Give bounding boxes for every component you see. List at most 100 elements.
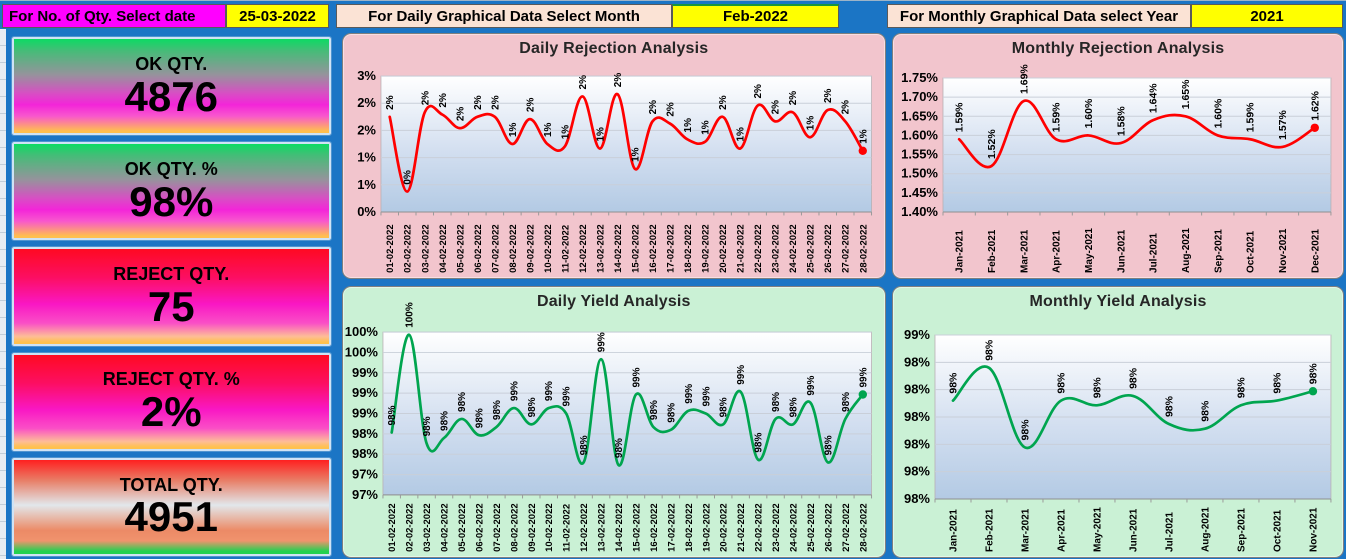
- svg-text:Aug-2021: Aug-2021: [1181, 228, 1192, 273]
- svg-text:18-02-2022: 18-02-2022: [683, 224, 694, 273]
- svg-text:04-02-2022: 04-02-2022: [437, 224, 448, 273]
- daily-charts-column: Daily Rejection Analysis 3% 2% 2% 1% 1% 0% 2% 0…: [341, 33, 887, 558]
- svg-text:97%: 97%: [352, 487, 378, 502]
- svg-text:24-02-2022: 24-02-2022: [788, 224, 799, 273]
- svg-text:99%: 99%: [806, 376, 817, 396]
- svg-text:Jul-2021: Jul-2021: [1149, 233, 1160, 273]
- svg-text:2%: 2%: [753, 84, 764, 99]
- svg-text:08-02-2022: 08-02-2022: [507, 224, 518, 273]
- svg-text:100%: 100%: [344, 324, 378, 339]
- kpi-label: REJECT QTY.: [113, 264, 230, 285]
- svg-text:1%: 1%: [357, 177, 376, 192]
- svg-text:20-02-2022: 20-02-2022: [718, 503, 729, 552]
- svg-text:98%: 98%: [491, 400, 502, 420]
- svg-text:98%: 98%: [1309, 363, 1320, 385]
- svg-text:99%: 99%: [561, 386, 572, 406]
- svg-text:1%: 1%: [560, 125, 571, 140]
- svg-text:98%: 98%: [666, 403, 677, 423]
- svg-text:99%: 99%: [596, 332, 607, 352]
- svg-text:28-02-2022: 28-02-2022: [858, 503, 869, 552]
- svg-text:11-02-2022: 11-02-2022: [561, 504, 572, 552]
- svg-text:98%: 98%: [949, 372, 960, 394]
- svg-text:Sep-2021: Sep-2021: [1213, 229, 1224, 273]
- spreadsheet-edge: [0, 29, 6, 559]
- svg-text:98%: 98%: [457, 392, 468, 412]
- svg-text:2%: 2%: [788, 91, 799, 106]
- svg-text:1%: 1%: [507, 122, 518, 137]
- svg-text:99%: 99%: [858, 367, 869, 387]
- svg-text:98%: 98%: [753, 433, 764, 453]
- svg-text:10-02-2022: 10-02-2022: [544, 503, 555, 552]
- svg-text:03-02-2022: 03-02-2022: [422, 503, 433, 552]
- selector-bar: For No. of Qty. Select date 25-03-2022 F…: [2, 4, 1344, 28]
- svg-text:98%: 98%: [904, 409, 930, 424]
- svg-text:2%: 2%: [472, 95, 483, 110]
- svg-text:06-02-2022: 06-02-2022: [474, 503, 485, 552]
- kpi-card-total-qty: TOTAL QTY. 4951: [11, 456, 332, 558]
- svg-text:99%: 99%: [736, 365, 747, 385]
- svg-text:98%: 98%: [985, 339, 996, 361]
- svg-text:1.60%: 1.60%: [1213, 98, 1224, 128]
- svg-text:1.62%: 1.62%: [1310, 90, 1321, 120]
- svg-text:0%: 0%: [402, 170, 413, 185]
- svg-text:2%: 2%: [455, 107, 466, 122]
- svg-text:Apr-2021: Apr-2021: [1057, 509, 1068, 552]
- svg-text:1.69%: 1.69%: [1019, 64, 1030, 94]
- svg-text:99%: 99%: [352, 365, 378, 380]
- svg-text:98%: 98%: [1273, 372, 1284, 394]
- kpi-card-ok-qty: OK QTY. 4876: [11, 35, 332, 137]
- chart-title: Monthly Rejection Analysis: [1011, 40, 1225, 57]
- svg-text:98%: 98%: [1237, 377, 1248, 399]
- qty-date-select[interactable]: 25-03-2022: [226, 4, 329, 28]
- svg-text:25-02-2022: 25-02-2022: [806, 503, 817, 552]
- svg-text:98%: 98%: [823, 435, 834, 455]
- svg-text:09-02-2022: 09-02-2022: [525, 224, 536, 273]
- svg-text:1.59%: 1.59%: [1052, 102, 1063, 132]
- svg-text:1%: 1%: [805, 116, 816, 131]
- svg-text:98%: 98%: [1057, 372, 1068, 394]
- svg-text:12-02-2022: 12-02-2022: [577, 224, 588, 273]
- svg-text:13-02-2022: 13-02-2022: [596, 503, 607, 552]
- qty-date-label: For No. of Qty. Select date: [2, 4, 226, 28]
- svg-text:22-02-2022: 22-02-2022: [753, 503, 764, 552]
- svg-text:Jan-2021: Jan-2021: [949, 509, 960, 552]
- svg-text:98%: 98%: [1201, 400, 1212, 422]
- daily-month-select[interactable]: Feb-2022: [672, 4, 839, 28]
- monthly-rejection-plot: 1.75% 1.70% 1.65% 1.60% 1.55% 1.50% 1.45% 1.40%…: [901, 64, 1332, 273]
- svg-text:May-2021: May-2021: [1084, 228, 1095, 273]
- monthly-year-select[interactable]: 2021: [1191, 4, 1343, 28]
- svg-text:Mar-2021: Mar-2021: [1019, 229, 1030, 273]
- svg-text:1.75%: 1.75%: [901, 70, 938, 85]
- svg-text:2%: 2%: [770, 100, 781, 115]
- svg-text:1.59%: 1.59%: [955, 102, 966, 132]
- kpi-label: OK QTY. %: [124, 158, 218, 179]
- svg-text:98%: 98%: [1021, 419, 1032, 441]
- daily-rejection-plot: 3% 2% 2% 1% 1% 0% 2% 0% 2% 2% 2% 2% 2% 1% 2% 1% 1% 2% 1% 2%…: [357, 68, 872, 273]
- daily-month-label: For Daily Graphical Data Select Month: [336, 4, 672, 28]
- svg-text:1.52%: 1.52%: [987, 129, 998, 159]
- kpi-value: 75: [147, 282, 195, 330]
- svg-text:22-02-2022: 22-02-2022: [753, 224, 764, 273]
- svg-text:09-02-2022: 09-02-2022: [526, 503, 537, 552]
- svg-text:2%: 2%: [490, 95, 501, 110]
- svg-text:2%: 2%: [357, 122, 376, 137]
- svg-text:98%: 98%: [904, 382, 930, 397]
- svg-text:1%: 1%: [595, 127, 606, 142]
- svg-text:Apr-2021: Apr-2021: [1052, 230, 1063, 273]
- svg-text:1%: 1%: [858, 129, 869, 144]
- svg-text:20-02-2022: 20-02-2022: [718, 224, 729, 273]
- svg-text:1.70%: 1.70%: [901, 89, 938, 104]
- svg-text:Feb-2021: Feb-2021: [987, 229, 998, 273]
- svg-text:98%: 98%: [387, 405, 398, 425]
- svg-text:98%: 98%: [1093, 377, 1104, 399]
- kpi-value: 98%: [129, 177, 214, 225]
- svg-text:18-02-2022: 18-02-2022: [683, 503, 694, 552]
- header-gap: [329, 4, 336, 28]
- svg-text:99%: 99%: [683, 384, 694, 404]
- daily-yield-chart-panel: Daily Yield Analysis 100% 100% 99% 99% 99% 98…: [341, 286, 887, 558]
- svg-text:98%: 98%: [904, 436, 930, 451]
- svg-text:2%: 2%: [437, 93, 448, 108]
- svg-text:13-02-2022: 13-02-2022: [595, 224, 606, 273]
- svg-text:2%: 2%: [357, 95, 376, 110]
